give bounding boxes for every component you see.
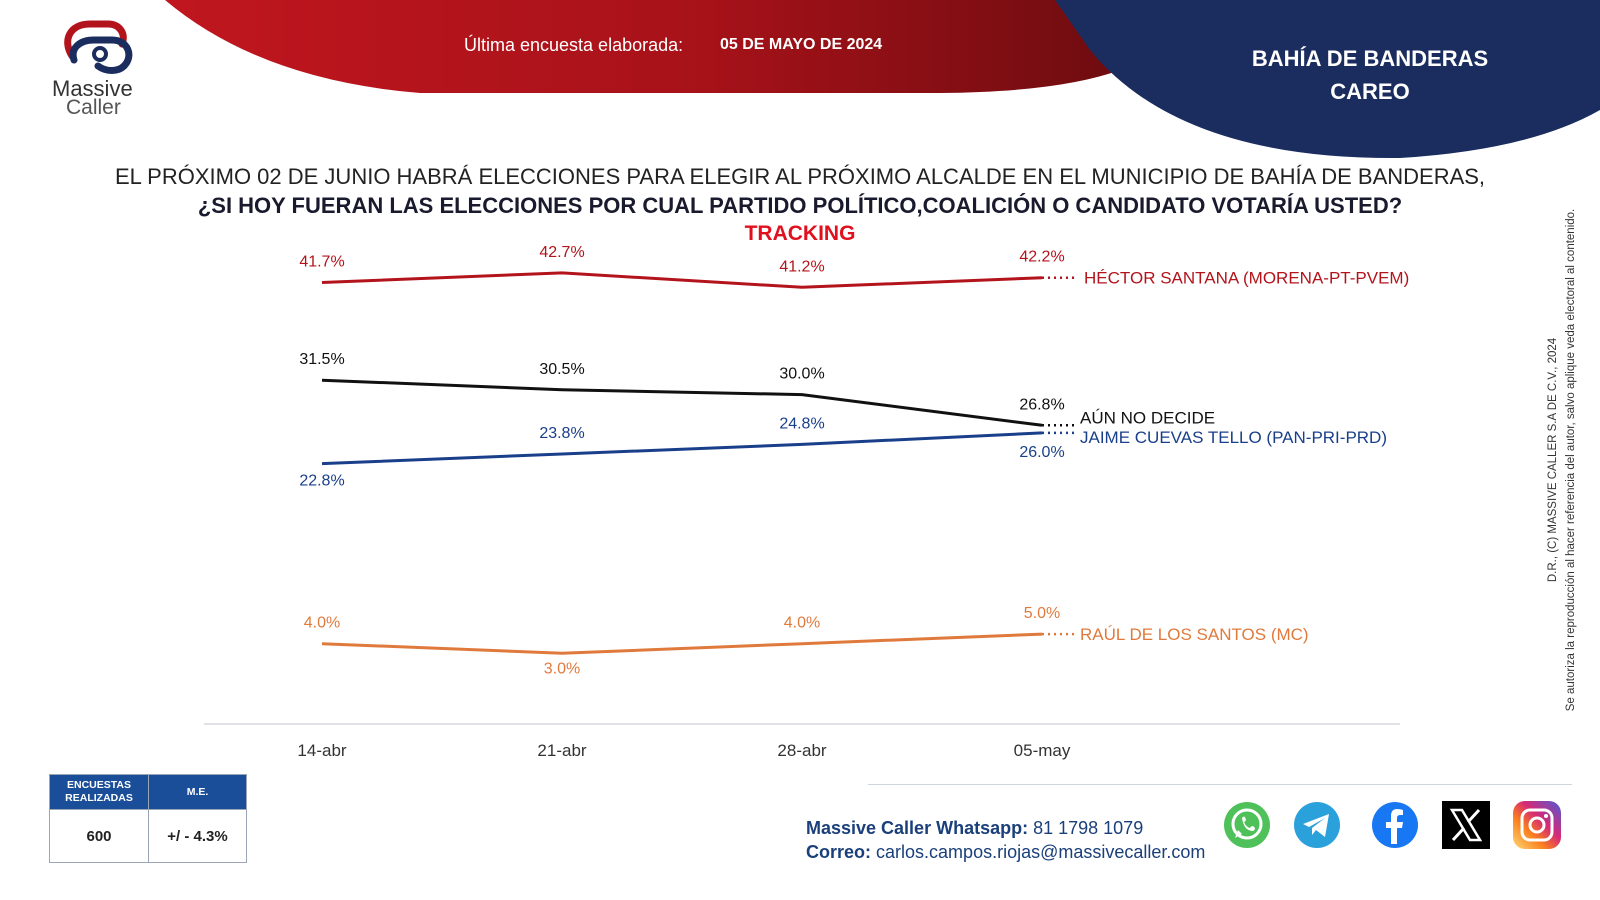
logo-name-line2: Caller [66, 96, 121, 119]
data-label: 26.0% [1019, 444, 1064, 461]
x-tick-label: 14-abr [297, 741, 346, 760]
whatsapp-icon[interactable] [1222, 800, 1272, 850]
whatsapp-label: Massive Caller Whatsapp: [806, 818, 1029, 838]
survey-date: 05 DE MAYO DE 2024 [720, 36, 883, 53]
massive-caller-logo-icon [64, 20, 133, 74]
series-3: 4.0% 3.0% 4.0% 5.0% RAÚL DE LOS SANTOS (MC) [304, 605, 1309, 677]
data-label: 22.8% [299, 473, 344, 490]
series-name-label: RAÚL DE LOS SANTOS (MC) [1080, 625, 1309, 644]
red-banner [165, 0, 1120, 93]
data-label: 4.0% [304, 615, 340, 632]
margin-error-value: +/ - 4.3% [148, 809, 247, 863]
data-label: 31.5% [299, 351, 344, 368]
data-label: 24.8% [779, 415, 824, 432]
data-label: 42.2% [1019, 249, 1064, 266]
survey-stats-table: ENCUESTAS REALIZADAS M.E. 600 +/ - 4.3% [49, 774, 247, 863]
blue-banner [1055, 0, 1600, 159]
series-line [321, 378, 1043, 427]
series-name-label: AÚN NO DECIDE [1080, 408, 1215, 427]
series-name-label: HÉCTOR SANTANA (MORENA-PT-PVEM) [1084, 269, 1409, 288]
whatsapp-contact: Massive Caller Whatsapp: 81 1798 1079 [806, 818, 1143, 839]
x-tick-label: 28-abr [777, 741, 826, 760]
series-line [321, 431, 1043, 466]
data-label: 30.5% [539, 361, 584, 378]
email-contact: Correo: carlos.campos.riojas@massivecall… [806, 842, 1205, 863]
series-2: 22.8% 23.8% 24.8% 26.0% JAIME CUEVAS TELLO (… [299, 415, 1387, 489]
telegram-icon[interactable] [1292, 800, 1342, 850]
data-label: 5.0% [1024, 605, 1060, 622]
email-label: Correo: [806, 842, 872, 862]
region-title: BAHÍA DE BANDERAS CAREO [1250, 42, 1490, 108]
chart-title: TRACKING [744, 222, 856, 245]
question-line2: ¿SI HOY FUERAN LAS ELECCIONES POR CUAL P… [197, 193, 1403, 218]
data-label: 41.7% [299, 254, 344, 271]
series-name-label: JAIME CUEVAS TELLO (PAN-PRI-PRD) [1080, 428, 1387, 447]
data-label: 23.8% [539, 425, 584, 442]
x-tick-label: 21-abr [537, 741, 586, 760]
data-label: 42.7% [539, 244, 584, 261]
facebook-icon[interactable] [1370, 800, 1420, 850]
email-address[interactable]: carlos.campos.riojas@massivecaller.com [876, 842, 1206, 862]
data-label: 41.2% [779, 258, 824, 275]
x-tick-label: 05-may [1014, 741, 1071, 760]
series-0: 41.7% 42.7% 41.2% 42.2% HÉCTOR SANTANA (MORE… [299, 244, 1409, 289]
question-line1: EL PRÓXIMO 02 DE JUNIO HABRÁ ELECCIONES … [114, 164, 1486, 189]
surveys-value: 600 [49, 809, 149, 863]
data-label: 3.0% [544, 660, 580, 677]
copyright-note: Se autoriza la reproducción al hacer ref… [1565, 208, 1577, 712]
series-line [321, 632, 1043, 655]
data-label: 26.8% [1019, 396, 1064, 413]
surveys-header: ENCUESTAS REALIZADAS [49, 774, 149, 810]
series-line [321, 271, 1043, 289]
footer-divider [868, 784, 1572, 785]
region-name: BAHÍA DE BANDERAS [1251, 46, 1489, 71]
survey-date-label: Última encuesta elaborada: [464, 35, 684, 55]
data-label: 4.0% [784, 615, 820, 632]
logo-name-line1: Massive [52, 76, 133, 101]
data-label: 30.0% [779, 366, 824, 383]
copyright-holder: D.R., (C) MASSIVE CALLER S.A DE C.V., 20… [1547, 337, 1559, 583]
region-subtitle: CAREO [1330, 79, 1410, 104]
margin-error-header: M.E. [148, 774, 247, 810]
whatsapp-number: 81 1798 1079 [1033, 818, 1144, 838]
x-icon[interactable] [1441, 800, 1491, 850]
series-1: 31.5% 30.5% 30.0% 26.8% AÚN NO DECIDE [299, 351, 1215, 427]
instagram-icon[interactable] [1512, 800, 1562, 850]
